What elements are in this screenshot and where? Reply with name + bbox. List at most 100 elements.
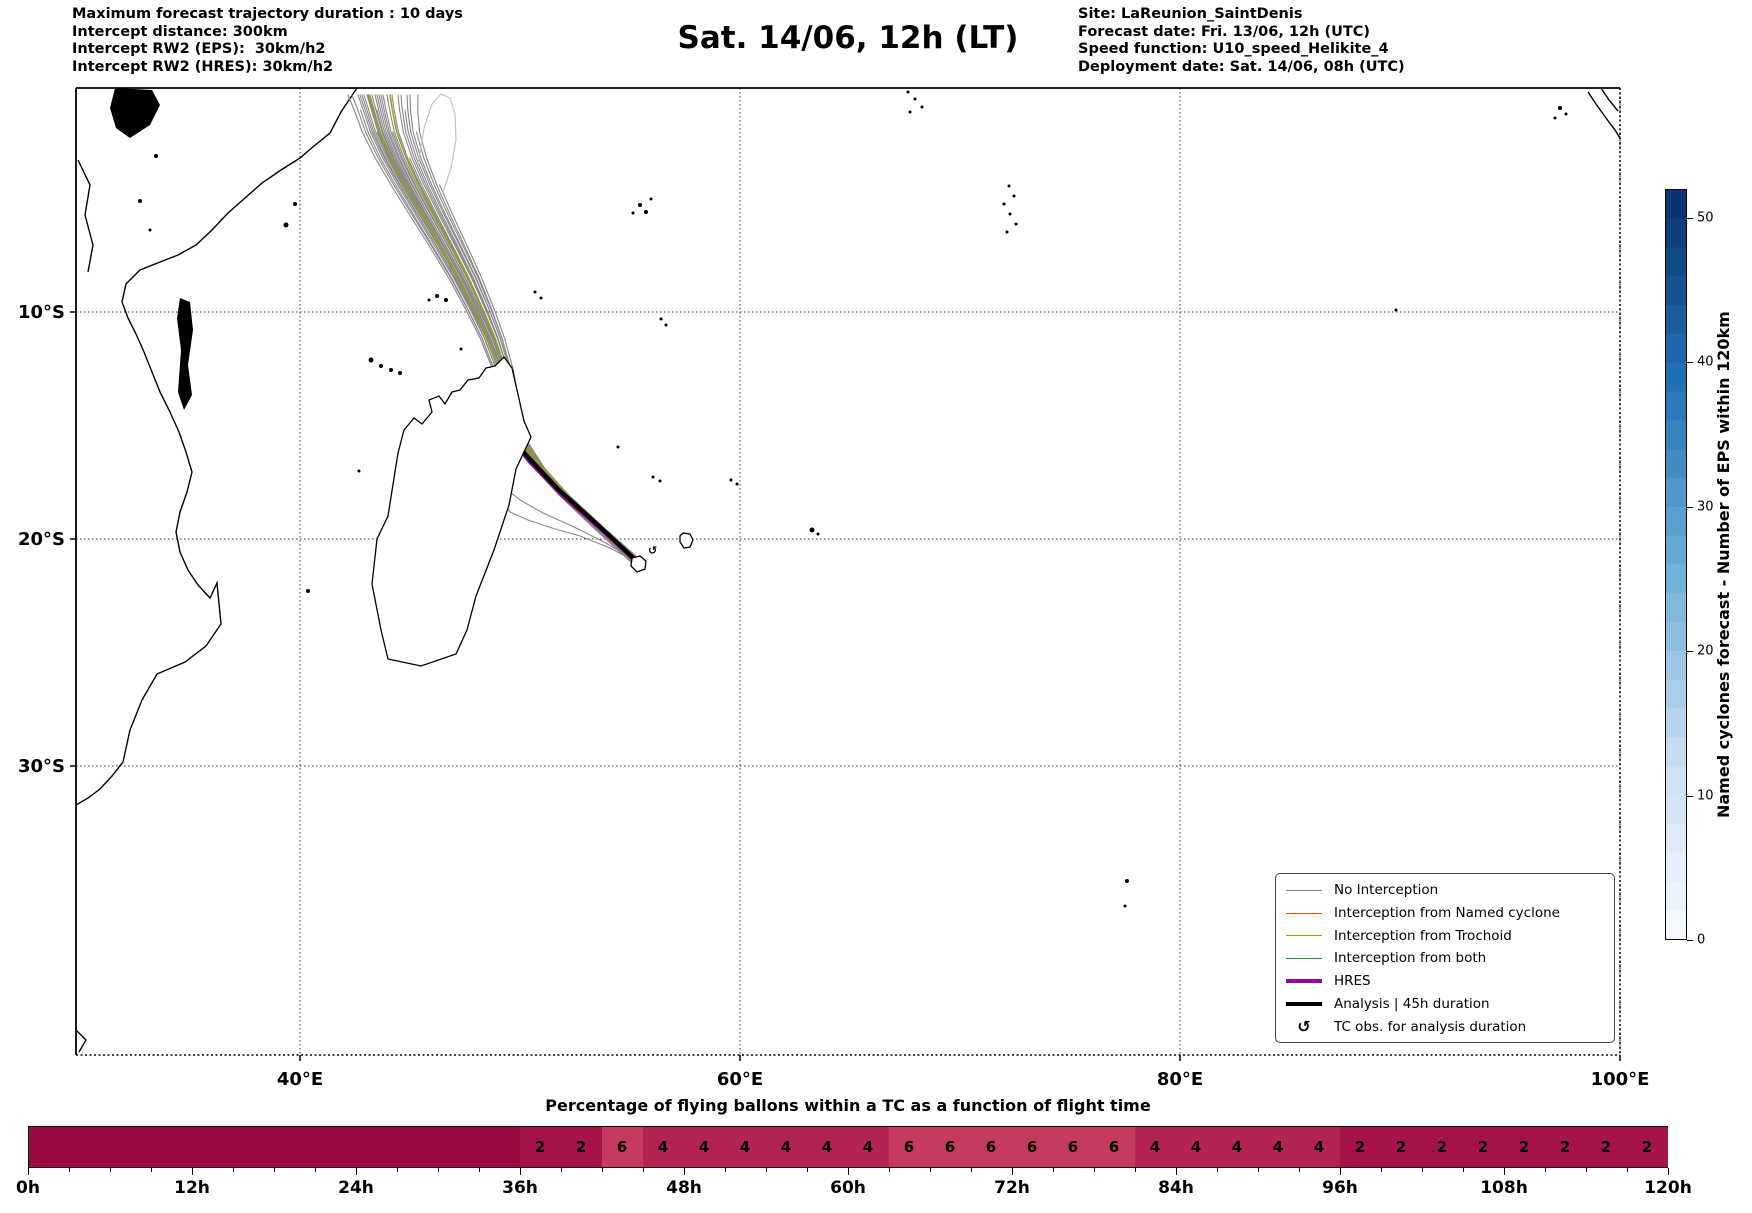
colorbar-tick — [1687, 940, 1693, 941]
time-axis-tick — [397, 1168, 398, 1172]
lake-victoria — [110, 88, 160, 138]
corner-fragment — [76, 1029, 87, 1053]
legend-item: ↺ TC obs. for analysis duration — [1286, 1016, 1606, 1038]
legend-item: Interception from both — [1286, 947, 1606, 969]
colorbar-tick — [1687, 795, 1693, 797]
time-axis-tick — [561, 1168, 562, 1172]
site-line: Deployment date: Sat. 14/06, 08h (UTC) — [1078, 58, 1405, 75]
time-axis-tick — [151, 1168, 152, 1172]
time-axis-tick — [1135, 1168, 1136, 1172]
reunion — [630, 555, 647, 573]
legend-line-sample — [1286, 889, 1322, 891]
time-axis-label: 108h — [1480, 1178, 1528, 1198]
setting-line: Maximum forecast trajectory duration : 1… — [72, 6, 463, 22]
tc-percentage-cell: 2 — [1585, 1127, 1627, 1167]
tc-percentage-cell: 6 — [1011, 1127, 1053, 1167]
time-axis-tick — [192, 1168, 193, 1175]
time-axis-tick — [1422, 1168, 1423, 1172]
time-axis-tick — [889, 1168, 890, 1172]
setting-line: Intercept distance: 300km — [72, 23, 288, 40]
tc-obs-marker: ↺ — [648, 544, 657, 557]
time-axis-label: 0h — [16, 1178, 40, 1198]
colorbar-tick — [1687, 217, 1693, 219]
tc-percentage-cell: 4 — [724, 1127, 766, 1167]
forecast-settings-text: Maximum forecast trajectory duration : 1… — [72, 6, 463, 76]
time-axis-label: 48h — [666, 1178, 702, 1198]
colorbar-tick-label: 40 — [1697, 354, 1714, 370]
time-axis-tick — [1668, 1168, 1669, 1175]
time-axis-label: 60h — [830, 1178, 866, 1198]
setting-line: Intercept RW2 (HRES): 30km/h2 — [72, 58, 334, 75]
lat-tick-label: 10°S — [18, 302, 65, 323]
time-axis-tick — [930, 1168, 931, 1172]
legend-line-sample — [1286, 979, 1322, 984]
lon-tick-label: 40°E — [277, 1069, 323, 1090]
tc-percentage-cell: 4 — [765, 1127, 807, 1167]
site-line: Forecast date: Fri. 13/06, 12h (UTC) — [1078, 23, 1371, 40]
mauritius — [679, 532, 694, 549]
gridlines — [76, 88, 1621, 1055]
time-axis-tick — [1545, 1168, 1546, 1172]
time-axis-tick — [643, 1168, 644, 1172]
colorbar-tick-label: 20 — [1697, 643, 1714, 659]
time-axis-tick — [1504, 1168, 1505, 1175]
time-axis-tick — [1340, 1168, 1341, 1175]
lake-tanganyika-edge — [77, 159, 94, 273]
time-axis-tick — [1381, 1168, 1382, 1172]
time-axis-tick — [356, 1168, 357, 1175]
time-axis-tick — [848, 1168, 849, 1175]
legend-label: Interception from both — [1334, 950, 1487, 967]
time-axis-tick — [725, 1168, 726, 1172]
coastlines — [76, 88, 1620, 1053]
lon-tick-label: 60°E — [717, 1069, 763, 1090]
sumatra-fragment-1 — [1587, 91, 1620, 139]
time-axis-label: 120h — [1644, 1178, 1692, 1198]
site-line: Speed function: U10_speed_Helikite_4 — [1078, 41, 1389, 57]
legend-item: Interception from Named cyclone — [1286, 902, 1606, 924]
tc-percentage-cell: 2 — [1544, 1127, 1586, 1167]
colorbar-tick-label: 30 — [1697, 499, 1714, 515]
time-axis-label: 84h — [1158, 1178, 1194, 1198]
time-axis-tick — [69, 1168, 70, 1172]
setting-line: Intercept RW2 (EPS): 30km/h2 — [72, 41, 326, 57]
tc-obs-legend-icon: ↺ — [1297, 1016, 1311, 1036]
legend-label: Analysis | 45h duration — [1334, 995, 1490, 1012]
time-axis-tick — [1053, 1168, 1054, 1172]
time-axis-tick — [233, 1168, 234, 1172]
lake-malawi — [177, 298, 193, 410]
map-frame — [75, 87, 1621, 1056]
legend-label: Interception from Trochoid — [1334, 927, 1512, 944]
time-axis-label: 12h — [174, 1178, 210, 1198]
time-axis-label: 36h — [502, 1178, 538, 1198]
time-axis-tick — [1299, 1168, 1300, 1172]
tc-percentage-cell: 2 — [1462, 1127, 1504, 1167]
tc-percentage-cell: 2 — [1626, 1127, 1668, 1167]
legend-item: No Interception — [1286, 879, 1606, 901]
tc-percentage-cell: 4 — [1134, 1127, 1176, 1167]
colorbar-tick-label: 0 — [1697, 932, 1706, 948]
colorbar — [1665, 189, 1687, 940]
map-axis-labels: 40°E 60°E 80°E 100°E 10°S 20°S 30°S — [18, 302, 1649, 1090]
tc-percentage-cell: 6 — [929, 1127, 971, 1167]
legend-line-sample — [1286, 1001, 1322, 1006]
lon-tick-label: 100°E — [1591, 1069, 1650, 1090]
time-axis-tick — [110, 1168, 111, 1172]
time-axis-tick — [479, 1168, 480, 1172]
tc-percentage-cell: 2 — [1380, 1127, 1422, 1167]
time-axis-tick — [971, 1168, 972, 1172]
time-axis-tick — [1217, 1168, 1218, 1172]
legend-item: Interception from Trochoid — [1286, 925, 1606, 947]
legend-line-sample — [1286, 935, 1322, 937]
legend-label: No Interception — [1334, 882, 1439, 899]
time-axis-label: 24h — [338, 1178, 374, 1198]
light-hook-trajectory — [417, 93, 457, 193]
site-line: Site: LaReunion_SaintDenis — [1078, 6, 1303, 22]
time-axis-tick — [602, 1168, 603, 1172]
time-axis-tick — [1627, 1168, 1628, 1172]
small-islands — [138, 90, 1568, 908]
tc-percentage-cell: 6 — [970, 1127, 1012, 1167]
islands — [371, 356, 694, 667]
